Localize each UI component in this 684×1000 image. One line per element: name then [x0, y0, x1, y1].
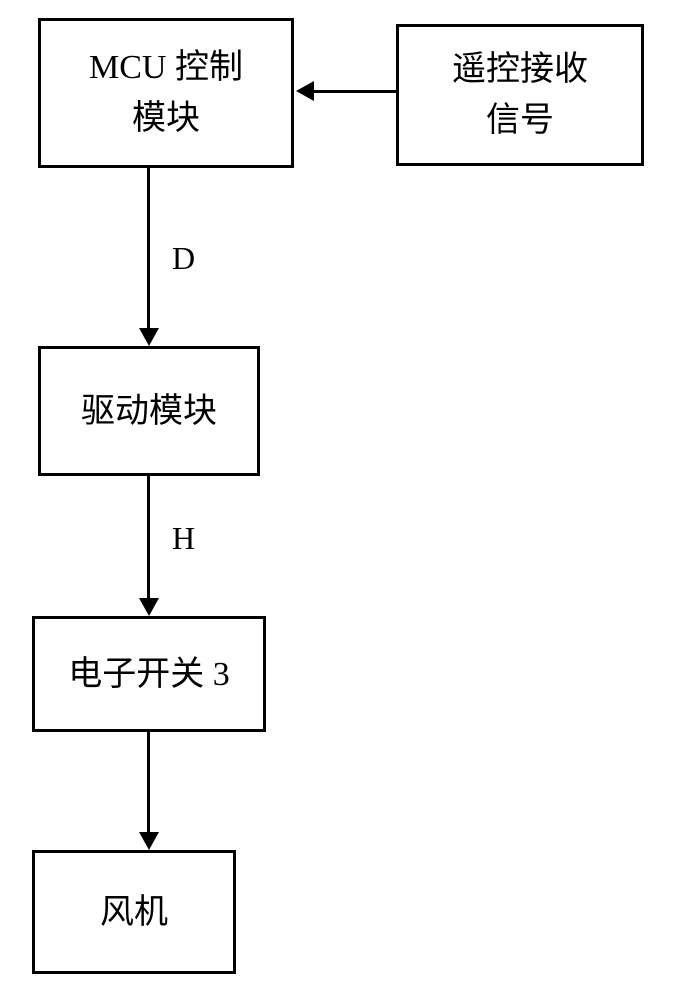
node-switch-label: 电子开关 3: [68, 649, 230, 700]
node-mcu: MCU 控制 模块: [38, 18, 294, 168]
edge-switch-to-fan: [147, 732, 150, 834]
edge-driver-to-switch-label: H: [172, 520, 195, 557]
node-mcu-label: MCU 控制 模块: [89, 42, 243, 144]
edge-mcu-to-driver-label: D: [172, 240, 195, 277]
edge-driver-to-switch: [147, 476, 150, 600]
node-fan-label: 风机: [100, 887, 168, 938]
edge-mcu-to-driver: [147, 168, 150, 330]
edge-switch-to-fan-head: [139, 832, 159, 850]
node-driver: 驱动模块: [38, 346, 260, 476]
node-switch: 电子开关 3: [32, 616, 266, 732]
node-remote-label: 遥控接收 信号: [452, 44, 588, 146]
edge-driver-to-switch-head: [139, 598, 159, 616]
edge-remote-to-mcu: [312, 90, 396, 93]
node-remote: 遥控接收 信号: [396, 24, 644, 166]
node-driver-label: 驱动模块: [81, 386, 217, 437]
node-fan: 风机: [32, 850, 236, 974]
edge-mcu-to-driver-head: [139, 328, 159, 346]
edge-remote-to-mcu-head: [296, 81, 314, 101]
